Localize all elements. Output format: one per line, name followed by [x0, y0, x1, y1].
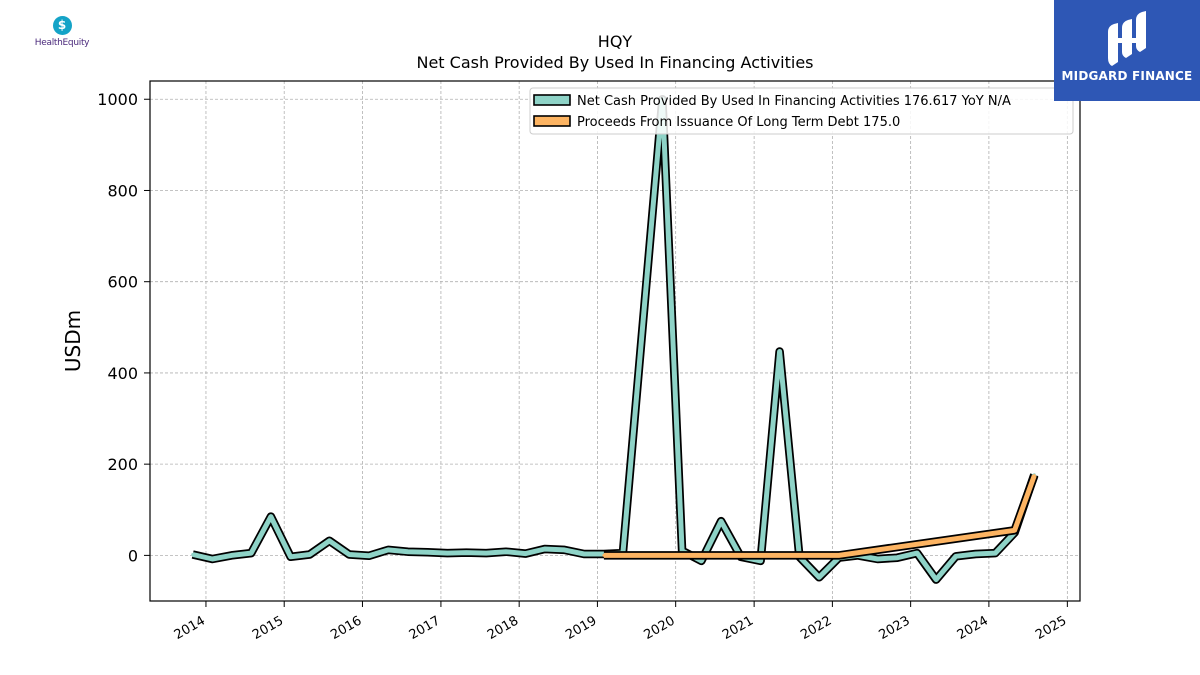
net-cash-data-point [759, 559, 763, 563]
chart-title: HQY [598, 32, 633, 51]
midgard-finance-logo-text: MIDGARD FINANCE [1061, 69, 1193, 83]
net-cash-legend-swatch [533, 94, 571, 106]
net-cash-data-point [524, 552, 528, 556]
legend: Net Cash Provided By Used In Financing A… [529, 87, 1074, 135]
y-tick-label: 0 [128, 546, 138, 565]
legend-box [529, 87, 1074, 135]
net-cash-data-point [699, 559, 703, 563]
net-cash-data-point [719, 519, 723, 523]
x-tick-label: 2022 [798, 613, 834, 643]
proceeds-data-point [1032, 474, 1036, 478]
net-cash-data-point [484, 551, 488, 555]
x-tick-label: 2025 [1033, 613, 1069, 643]
net-cash-data-point [876, 557, 880, 561]
net-cash-data-point [993, 551, 997, 555]
net-cash-data-point [817, 575, 821, 579]
net-cash-data-point [895, 556, 899, 560]
proceeds-series-line [603, 474, 1037, 558]
proceeds-data-point [602, 553, 606, 557]
net-cash-data-point [445, 551, 449, 555]
x-tick-label: 2021 [720, 613, 756, 643]
net-cash-data-point [582, 552, 586, 556]
net-cash-series [191, 94, 1039, 584]
net-cash-legend-label: Net Cash Provided By Used In Financing A… [577, 94, 1011, 109]
y-axis-label: USDm [61, 310, 85, 372]
net-cash-data-point [327, 539, 331, 543]
net-cash-data-point [367, 554, 371, 558]
net-cash-data-point [249, 551, 253, 555]
proceeds-legend-swatch [533, 115, 571, 127]
x-tick-label: 2016 [328, 613, 364, 643]
x-tick-label: 2019 [563, 613, 599, 643]
dollar-drop-icon: $ [52, 16, 72, 35]
net-cash-data-point [426, 550, 430, 554]
net-cash-data-point [778, 350, 782, 353]
y-tick-label: 1000 [97, 90, 138, 109]
net-cash-data-point [269, 515, 273, 519]
net-cash-data-point [191, 553, 195, 556]
x-tick-label: 2017 [407, 613, 443, 643]
x-tick-label: 2020 [642, 613, 678, 643]
healthequity-logo-text: HealthEquity [34, 38, 90, 48]
y-axis: 0 200 400 600 800 1000 [97, 90, 150, 565]
proceeds-legend-label: Proceeds From Issuance Of Long Term Debt… [577, 115, 900, 130]
x-tick-label: 2023 [876, 613, 912, 643]
net-cash-data-point [504, 550, 508, 554]
net-cash-data-point [230, 553, 233, 557]
net-cash-data-point [954, 554, 958, 558]
x-tick-label: 2015 [250, 613, 286, 643]
chart-subtitle: Net Cash Provided By Used In Financing A… [416, 53, 813, 72]
net-cash-data-point [406, 550, 410, 554]
y-tick-label: 400 [107, 364, 138, 383]
x-tick-label: 2014 [172, 613, 208, 643]
series-layer [191, 94, 1039, 584]
proceeds-data-point [1013, 528, 1017, 532]
y-tick-label: 800 [107, 181, 138, 200]
x-tick-label: 2018 [485, 613, 521, 643]
net-cash-data-point [464, 551, 468, 555]
grid-lines [150, 81, 1080, 601]
net-cash-data-point [347, 553, 351, 556]
proceeds-data-point [837, 553, 841, 557]
x-axis: 2014 2015 2016 2017 2018 2019 2020 2021 2022 2023… [172, 601, 1069, 643]
y-tick-label: 200 [107, 455, 138, 474]
x-tick-label: 2024 [955, 613, 991, 643]
plot-frame [149, 80, 1081, 602]
net-cash-data-point [915, 551, 919, 555]
net-cash-data-point [308, 553, 312, 556]
net-cash-data-point [289, 555, 293, 559]
net-cash-data-point [210, 557, 214, 561]
healthequity-logo: $ HealthEquity [26, 16, 98, 48]
midgard-finance-logo: MIDGARD FINANCE [1054, 0, 1200, 101]
net-cash-data-point [562, 548, 566, 552]
y-tick-label: 600 [107, 273, 138, 292]
proceeds-series [602, 474, 1039, 560]
net-cash-series-outline [191, 94, 1039, 584]
net-cash-data-point [543, 547, 547, 551]
net-cash-data-point [386, 548, 390, 552]
net-cash-data-point [934, 578, 938, 582]
proceeds-series-outline [603, 474, 1039, 560]
net-cash-series-line [192, 96, 1037, 583]
net-cash-data-point [974, 552, 978, 556]
midgard-mark-icon [1108, 11, 1146, 66]
